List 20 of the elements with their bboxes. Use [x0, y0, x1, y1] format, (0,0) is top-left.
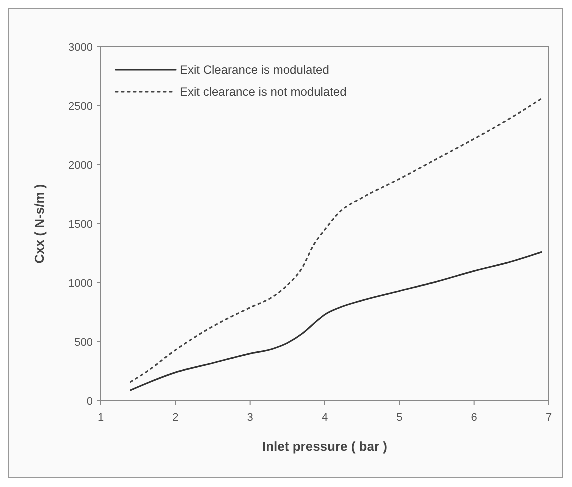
line-series: [130, 98, 542, 383]
x-tick-label: 5: [396, 412, 403, 424]
x-tick-label: 1: [98, 412, 104, 424]
x-axis-title: Inlet pressure ( bar ): [262, 439, 388, 454]
y-tick-label: 1500: [68, 219, 93, 231]
x-tick-label: 7: [546, 412, 552, 424]
y-tick-label: 2500: [68, 101, 93, 113]
y-tick-label: 1000: [68, 278, 93, 290]
y-tick-label: 0: [86, 396, 93, 408]
y-tick-label: 2000: [68, 160, 93, 172]
y-tick-label: 500: [74, 337, 93, 349]
y-axis-title: Cxx ( N-s/m ): [32, 184, 47, 264]
x-tick-label: 6: [471, 412, 478, 424]
y-tick-label: 3000: [68, 42, 93, 54]
x-tick-label: 2: [172, 412, 179, 424]
line-series: [130, 252, 542, 392]
legend-label: Exit Clearance is modulated: [180, 63, 330, 77]
legend-label: Exit clearance is not modulated: [180, 85, 347, 99]
x-tick-label: 4: [322, 412, 328, 424]
x-tick-label: 3: [247, 412, 254, 424]
